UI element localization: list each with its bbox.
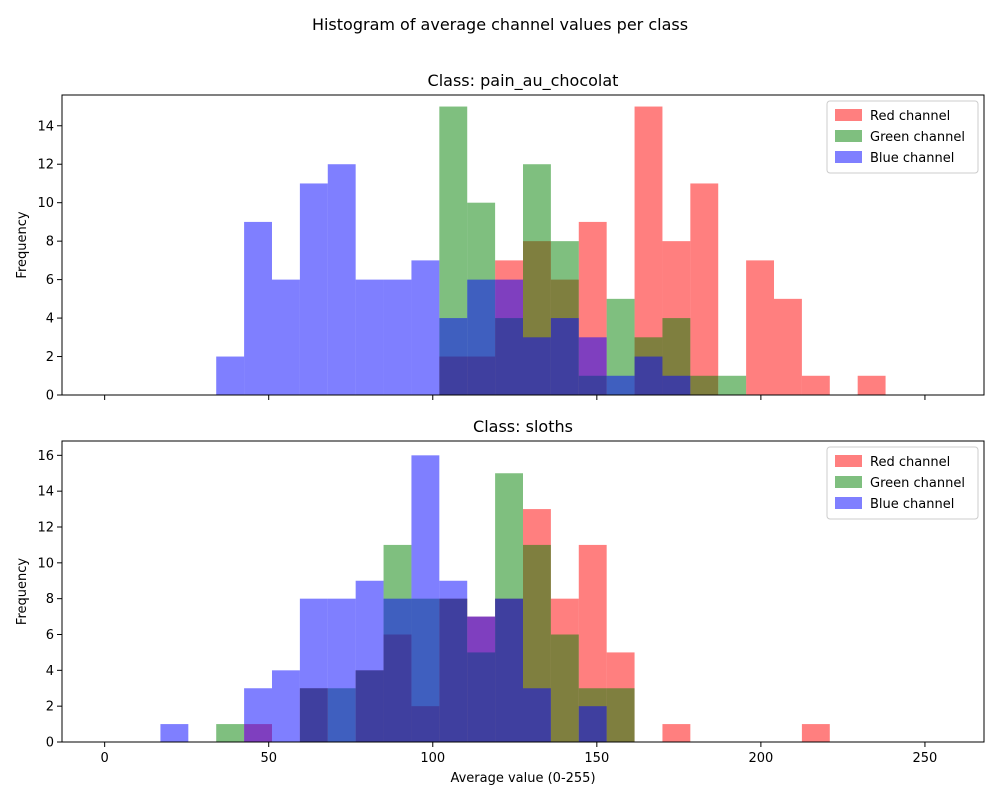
x-tick-label: 100 — [420, 751, 445, 766]
legend: Red channel Green channel Blue channel — [826, 446, 979, 520]
bar — [634, 356, 663, 395]
y-tick-label: 16 — [37, 449, 54, 464]
series-blue — [216, 164, 691, 395]
bar — [523, 688, 551, 742]
bar — [244, 221, 272, 395]
y-tick-label: 6 — [46, 273, 54, 288]
bar — [495, 279, 523, 395]
bar — [606, 375, 635, 395]
legend-label: Red channel — [870, 109, 950, 124]
bar — [662, 724, 691, 742]
bar — [467, 279, 496, 395]
bar — [383, 279, 412, 395]
y-tick-label: 4 — [46, 312, 54, 327]
y-tick-label: 2 — [46, 350, 54, 365]
x-tick-label: 0 — [101, 751, 109, 766]
bar — [718, 375, 747, 395]
y-tick-label: 12 — [37, 521, 54, 536]
x-tick-label: 150 — [584, 751, 609, 766]
y-tick-label: 8 — [46, 592, 54, 607]
legend-swatch-blue — [835, 497, 862, 509]
legend-label: Green channel — [870, 130, 965, 145]
legend-swatch-green — [835, 130, 862, 142]
legend-label: Green channel — [870, 476, 965, 491]
legend-swatch-red — [835, 109, 862, 121]
bar — [523, 337, 551, 395]
chart-panel-1: 0 2 4 6 8 10 12 14 Class: pain_au_chocolat Freque… — [15, 71, 985, 404]
bar — [299, 598, 328, 742]
bar — [216, 356, 245, 395]
bar — [495, 598, 523, 742]
bar — [857, 375, 886, 395]
bar — [690, 183, 719, 395]
x-tick-label: 250 — [913, 751, 938, 766]
bar — [216, 724, 245, 742]
y-tick-label: 10 — [37, 556, 54, 571]
bar — [411, 260, 440, 395]
bar — [271, 279, 300, 395]
legend-frame — [826, 100, 979, 174]
y-tick-label: 2 — [46, 700, 54, 715]
x-tick-label: 50 — [260, 751, 277, 766]
bar — [327, 164, 356, 395]
figure-suptitle: Histogram of average channel values per … — [312, 15, 688, 34]
bar — [439, 580, 468, 742]
y-axis-label: Frequency — [15, 211, 30, 278]
y-tick-label: 4 — [46, 664, 54, 679]
legend-swatch-green — [835, 476, 862, 488]
legend-swatch-red — [835, 455, 862, 467]
bar — [774, 298, 802, 395]
bar — [355, 279, 384, 395]
y-tick-label: 14 — [37, 485, 54, 500]
bar — [355, 580, 384, 742]
bar — [550, 318, 579, 395]
y-tick-label: 10 — [37, 196, 54, 211]
legend-swatch-blue — [835, 151, 862, 163]
bar — [411, 455, 440, 742]
x-axis-label: Average value (0-255) — [450, 771, 595, 786]
chart-panel-2: 0 50 100 150 200 250 0 2 4 6 8 10 12 14 16 Class: sloth… — [15, 417, 985, 786]
axes-frame — [61, 440, 985, 743]
bar — [160, 724, 189, 742]
x-tick-label: 200 — [748, 751, 773, 766]
legend: Red channel Green channel Blue channel — [826, 100, 979, 174]
legend-label: Blue channel — [870, 497, 954, 512]
y-tick-label: 0 — [46, 736, 54, 751]
axes-frame — [61, 94, 985, 396]
bar — [299, 183, 328, 395]
panel-title: Class: pain_au_chocolat — [428, 71, 619, 91]
bar — [578, 337, 607, 395]
bar — [467, 616, 496, 742]
bar — [578, 706, 607, 742]
y-axis-label: Frequency — [15, 558, 30, 625]
bar — [244, 688, 272, 742]
y-tick-label: 14 — [37, 119, 54, 134]
panel-title: Class: sloths — [473, 417, 573, 436]
bar — [383, 598, 412, 742]
y-tick-label: 0 — [46, 389, 54, 404]
legend-frame — [826, 446, 979, 520]
bar — [327, 598, 356, 742]
y-tick-label: 12 — [37, 158, 54, 173]
legend-label: Blue channel — [870, 151, 954, 166]
bar — [550, 634, 579, 742]
y-tick-label: 8 — [46, 235, 54, 250]
bar — [690, 375, 719, 395]
bar — [439, 318, 468, 395]
series-blue — [160, 455, 607, 742]
legend-label: Red channel — [870, 455, 950, 470]
bar — [746, 260, 775, 395]
y-tick-label: 6 — [46, 628, 54, 643]
bar — [801, 375, 830, 395]
bar — [606, 688, 635, 742]
bar — [662, 375, 691, 395]
bar — [271, 670, 300, 742]
bar — [801, 724, 830, 742]
